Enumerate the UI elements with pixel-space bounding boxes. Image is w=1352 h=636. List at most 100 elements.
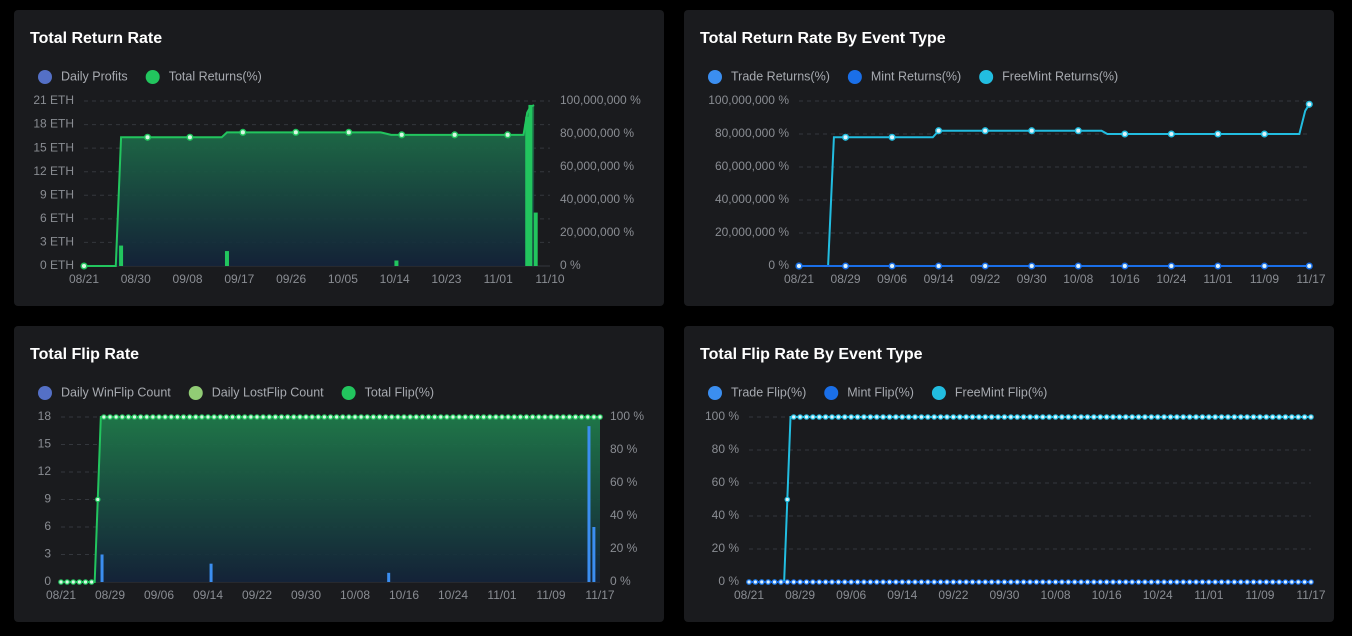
y-axis-right-tick-label: 40,000,000 %	[560, 192, 634, 206]
x-axis-tick-label: 11/17	[585, 588, 614, 602]
legend-item[interactable]: Trade Flip(%)	[708, 385, 806, 400]
data-point	[376, 414, 383, 420]
x-axis-tick-label: 09/22	[970, 272, 1000, 286]
data-point	[758, 579, 765, 585]
x-axis-tick-label: 08/21	[69, 272, 99, 286]
legend-item[interactable]: Total Returns(%)	[145, 69, 262, 84]
data-point	[327, 414, 334, 420]
data-point	[229, 414, 236, 420]
data-point	[223, 414, 230, 420]
legend-item[interactable]: Daily Profits	[38, 69, 128, 84]
y-axis-tick-label: 12 ETH	[33, 164, 74, 178]
data-point	[333, 414, 340, 420]
x-axis-tick-label: 11/01	[1203, 272, 1232, 286]
data-point	[486, 414, 493, 420]
x-axis-tick-label: 10/16	[389, 588, 419, 602]
y-axis-tick-label: 3 ETH	[40, 235, 74, 249]
data-point	[1008, 579, 1014, 585]
data-point	[1206, 414, 1212, 420]
data-point	[1237, 579, 1244, 585]
data-point	[76, 579, 83, 585]
x-axis-tick-label: 11/09	[1245, 588, 1274, 602]
data-point	[584, 414, 591, 420]
data-point	[752, 579, 759, 585]
chart-return-rate-by-event[interactable]: Trade Returns(%) Mint Returns(%) FreeMint …	[684, 10, 1334, 306]
data-point	[1269, 414, 1276, 420]
x-axis-tick-label: 09/14	[924, 272, 954, 286]
gridlines	[799, 100, 1311, 267]
data-point	[854, 579, 861, 585]
data-point	[1305, 262, 1313, 270]
data-point	[1276, 579, 1282, 585]
data-point	[1116, 414, 1123, 420]
data-point	[899, 579, 906, 585]
data-point	[407, 414, 413, 420]
data-point	[816, 579, 823, 585]
chart-total-return-rate[interactable]: Daily Profits Total Returns(%) 0 ETH 3 ETH 6…	[14, 10, 664, 306]
series-line	[799, 103, 1311, 267]
daily-profit-bar	[394, 260, 399, 266]
data-point	[345, 128, 353, 136]
data-point	[241, 414, 248, 420]
data-point	[1308, 579, 1314, 585]
panel-total-flip-rate: Total Flip Rate Daily WinFlip Count Daily…	[14, 326, 664, 622]
data-point	[969, 579, 976, 585]
legend-item[interactable]: FreeMint Returns(%)	[979, 69, 1118, 84]
data-point	[1180, 414, 1187, 420]
legend-item[interactable]: Total Flip(%)	[341, 385, 434, 400]
data-point	[1301, 414, 1308, 420]
x-axis-tick-label: 09/30	[989, 588, 1019, 602]
data-point	[548, 414, 554, 420]
legend-swatch	[979, 70, 994, 84]
data-point	[1225, 579, 1231, 585]
y-axis-right-tick-label: 40 %	[610, 508, 638, 522]
legend-swatch	[38, 386, 52, 400]
x-axis-tick-label: 11/09	[1250, 272, 1279, 286]
data-point	[931, 414, 938, 420]
data-point	[935, 262, 943, 270]
x-axis-tick-label: 09/08	[173, 272, 203, 286]
data-point	[893, 579, 899, 585]
data-point	[1308, 414, 1314, 420]
data-point	[1084, 414, 1091, 420]
data-point	[956, 579, 963, 585]
data-point	[1282, 579, 1289, 585]
x-axis-tick-label: 08/29	[831, 272, 861, 286]
data-point	[591, 414, 597, 420]
legend-item[interactable]: Trade Returns(%)	[708, 69, 830, 84]
data-point	[1260, 262, 1269, 270]
data-point	[180, 414, 187, 420]
chart-total-flip-rate[interactable]: Daily WinFlip Count Daily LostFlip Count T…	[14, 326, 664, 622]
data-point	[444, 414, 450, 420]
data-point	[401, 414, 407, 420]
data-point	[1225, 414, 1231, 420]
data-point	[143, 133, 152, 141]
data-point	[854, 414, 861, 420]
data-point	[1193, 579, 1199, 585]
chart-flip-rate-by-event[interactable]: Trade Flip(%) Mint Flip(%) FreeMint Flip(%…	[684, 326, 1334, 622]
legend-item[interactable]: Mint Flip(%)	[824, 385, 914, 400]
data-point	[790, 414, 797, 420]
legend-item[interactable]: FreeMint Flip(%)	[931, 385, 1047, 400]
y-axis-tick-label: 18	[38, 409, 52, 423]
data-point	[119, 414, 126, 420]
data-point	[931, 579, 938, 585]
chart-title: Total Return Rate	[30, 30, 163, 47]
data-point	[505, 414, 511, 420]
data-point	[1263, 414, 1270, 420]
data-point	[1065, 579, 1072, 585]
data-point	[1001, 414, 1008, 420]
data-point	[1103, 414, 1110, 420]
legend-item[interactable]: Daily LostFlip Count	[188, 385, 324, 400]
data-point	[1186, 414, 1193, 420]
legend-item[interactable]: Daily WinFlip Count	[38, 385, 171, 400]
data-point	[1074, 127, 1082, 135]
data-point	[523, 414, 530, 420]
data-point	[1148, 579, 1155, 585]
y-axis-right-tick-label: 60,000,000 %	[560, 159, 634, 173]
data-point	[925, 414, 931, 420]
data-point	[988, 414, 995, 420]
x-axis-tick-label: 09/22	[938, 588, 968, 602]
data-point	[162, 414, 168, 420]
legend-item[interactable]: Mint Returns(%)	[847, 69, 961, 84]
